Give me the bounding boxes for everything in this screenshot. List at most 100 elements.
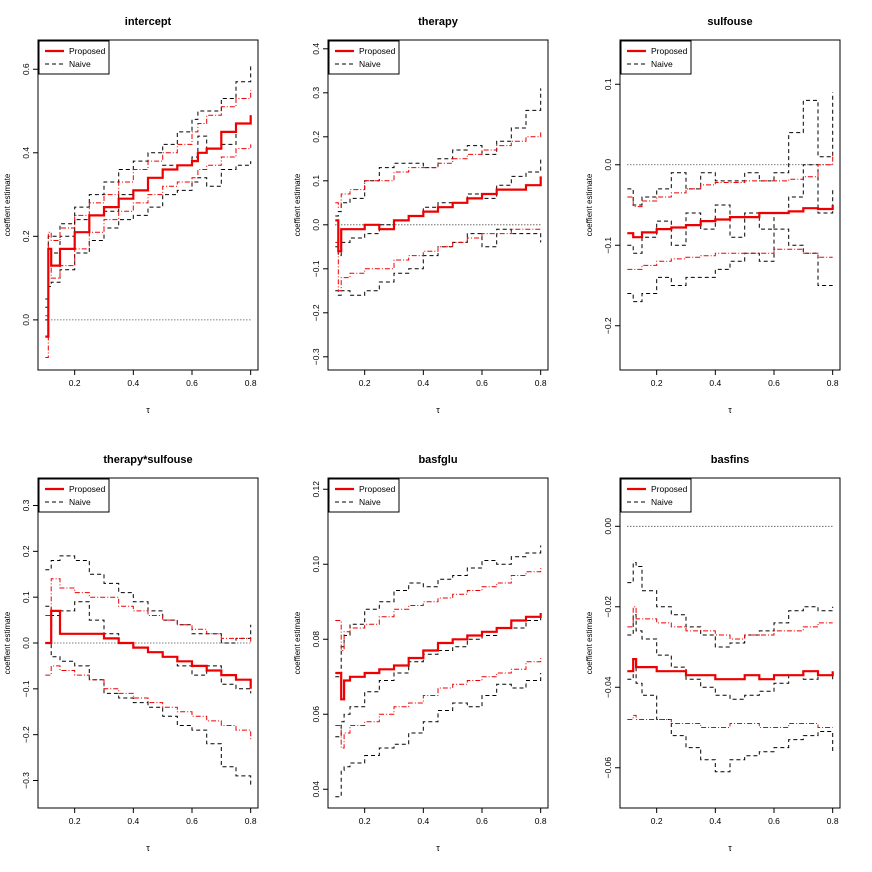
legend: Proposed Naive: [620, 478, 692, 513]
series-layer: [335, 545, 542, 798]
y-tick-label: 0.6: [21, 63, 31, 75]
proposed-lower-line: [335, 658, 542, 749]
y-tick-label: 0.06: [311, 706, 321, 723]
y-tick-label: 0.12: [311, 481, 321, 498]
x-tick-label: 0.6: [768, 816, 780, 826]
y-tick-label: 0.08: [311, 631, 321, 648]
chart-title: basfglu: [418, 454, 457, 466]
series-layer: [335, 88, 542, 296]
proposed-upper-line: [627, 606, 833, 640]
naive-upper-line: [627, 562, 834, 648]
y-tick-label: −0.1: [311, 260, 321, 277]
legend-box: [38, 40, 110, 75]
legend: Proposed Naive: [328, 40, 400, 75]
naive-lower-line: [627, 228, 833, 303]
plot-frame: [619, 39, 841, 371]
x-tick-label: 0.8: [827, 816, 839, 826]
y-tick-label: 0.2: [21, 545, 31, 557]
y-tick-label: 0.1: [311, 175, 321, 187]
legend: Proposed Naive: [38, 478, 110, 513]
y-tick-label: −0.2: [21, 726, 31, 743]
y-axis-label: coeffient estimate: [293, 173, 302, 236]
legend-naive-label: Naive: [651, 59, 673, 69]
x-tick-label: 0.6: [476, 378, 488, 388]
x-axis-label: τ: [728, 405, 732, 415]
legend-box: [328, 40, 400, 75]
y-tick-label: 0.04: [311, 781, 321, 798]
legend: Proposed Naive: [38, 40, 110, 75]
legend-box: [620, 40, 692, 75]
series-layer: [627, 92, 834, 303]
y-axis-label: coeffient estimate: [3, 611, 12, 674]
y-axis-label: coeffient estimate: [585, 173, 594, 236]
legend-proposed-label: Proposed: [359, 484, 396, 494]
x-axis-label: τ: [436, 843, 440, 853]
legend-proposed-label: Proposed: [359, 46, 396, 56]
x-axis-label: τ: [146, 405, 150, 415]
chart-title: intercept: [125, 16, 172, 28]
legend-naive-label: Naive: [651, 497, 673, 507]
legend-naive-label: Naive: [69, 59, 91, 69]
y-tick-label: −0.1: [603, 237, 613, 254]
x-tick-label: 0.6: [186, 378, 198, 388]
legend-proposed-label: Proposed: [651, 46, 688, 56]
y-tick-label: 0.00: [603, 518, 613, 535]
x-tick-label: 0.2: [651, 378, 663, 388]
naive-upper-line: [335, 545, 542, 678]
x-axis-label: τ: [146, 843, 150, 853]
legend: Proposed Naive: [620, 40, 692, 75]
y-tick-label: 0.1: [21, 591, 31, 603]
y-tick-label: 0.10: [311, 556, 321, 573]
y-axis-label: coeffient estimate: [585, 611, 594, 674]
y-tick-label: −0.1: [21, 680, 31, 697]
chart-title: therapy: [418, 16, 459, 28]
y-tick-label: −0.04: [603, 676, 613, 698]
legend-naive-label: Naive: [69, 497, 91, 507]
proposed-lower-line: [627, 714, 833, 728]
proposed-lower-line: [627, 248, 833, 270]
y-axis-label: coeffient estimate: [293, 611, 302, 674]
y-tick-label: 0.0: [21, 637, 31, 649]
chart-title: basfins: [711, 454, 750, 466]
chart-panel-2: sulfouse 0.2 0.4 0.6 0.8 −0.2 −0.1 0.0 0.1 τ coeff…: [585, 16, 841, 415]
chart-panel-0: intercept 0.2 0.4 0.6 0.8 0.0 0.2 0.4 0.6 τ coeffi…: [3, 16, 259, 415]
y-tick-label: −0.3: [311, 348, 321, 365]
y-tick-label: 0.4: [21, 147, 31, 159]
y-tick-label: 0.4: [311, 43, 321, 55]
x-tick-label: 0.4: [417, 816, 429, 826]
proposed-estimate-line: [335, 613, 542, 701]
naive-lower-line: [627, 666, 834, 773]
x-tick-label: 0.2: [359, 816, 371, 826]
x-tick-label: 0.8: [535, 378, 547, 388]
legend-naive-label: Naive: [359, 59, 381, 69]
y-axis-label: coeffient estimate: [3, 173, 12, 236]
y-tick-label: −0.2: [311, 304, 321, 321]
x-tick-label: 0.2: [69, 378, 81, 388]
x-tick-label: 0.4: [417, 378, 429, 388]
naive-lower-line: [335, 228, 542, 296]
x-tick-label: 0.4: [127, 378, 139, 388]
proposed-estimate-line: [45, 115, 252, 338]
chart-panel-5: basfins 0.2 0.4 0.6 0.8 −0.06 −0.04 −0.02 0.00 τ c…: [585, 454, 841, 853]
naive-lower-line: [45, 642, 252, 786]
proposed-lower-line: [45, 665, 252, 740]
proposed-upper-line: [45, 578, 252, 643]
x-tick-label: 0.2: [359, 378, 371, 388]
proposed-estimate-line: [627, 658, 834, 681]
plot-frame: [327, 477, 549, 809]
proposed-lower-line: [45, 144, 252, 358]
naive-lower-line: [45, 161, 252, 321]
chart-panel-1: therapy 0.2 0.4 0.6 0.8 −0.3 −0.2 −0.1 0.0 0.1 0.2…: [293, 16, 549, 415]
x-tick-label: 0.8: [535, 816, 547, 826]
proposed-lower-line: [335, 228, 541, 292]
y-tick-label: 0.3: [311, 87, 321, 99]
series-layer: [45, 555, 252, 786]
naive-estimate-line: [627, 164, 834, 254]
proposed-estimate-line: [335, 176, 542, 253]
legend-box: [328, 478, 400, 513]
plot-frame: [37, 39, 259, 371]
proposed-upper-line: [335, 132, 542, 208]
y-tick-label: 0.0: [603, 159, 613, 171]
naive-lower-line: [335, 673, 542, 798]
